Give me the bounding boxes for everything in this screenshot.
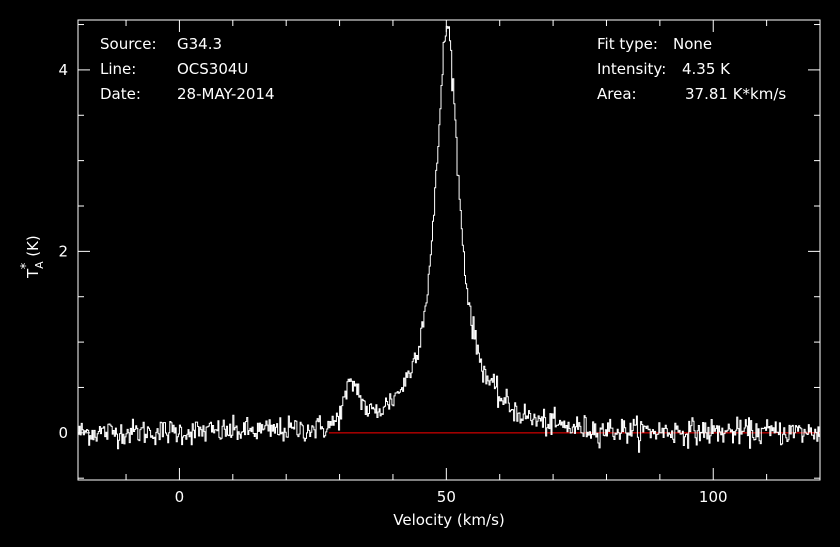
y-tick-label: 0 [58, 424, 68, 442]
info-right-value: 37.81 K*km/s [685, 85, 787, 103]
info-left-value: G34.3 [177, 35, 223, 53]
info-right-key: Intensity: [597, 60, 667, 78]
x-tick-label: 50 [437, 488, 456, 506]
x-tick-label: 100 [699, 488, 728, 506]
x-axis-label: Velocity (km/s) [393, 511, 504, 529]
info-left-key: Line: [100, 60, 137, 78]
spectrum-series-line [78, 25, 820, 453]
info-left-key: Source: [100, 35, 157, 53]
info-right-value: 4.35 K [682, 60, 731, 78]
info-right-value: None [673, 35, 713, 53]
info-left-value: OCS304U [177, 60, 249, 78]
y-tick-label: 4 [58, 61, 68, 79]
axes-frame [77, 19, 821, 481]
info-right-key: Area: [597, 85, 637, 103]
y-axis-label: TA*(K) [19, 235, 46, 279]
info-left-key: Date: [100, 85, 141, 103]
y-tick-label: 2 [58, 242, 68, 260]
info-left-value: 28-MAY-2014 [177, 85, 275, 103]
info-right-key: Fit type: [597, 35, 658, 53]
x-tick-label: 0 [175, 488, 185, 506]
